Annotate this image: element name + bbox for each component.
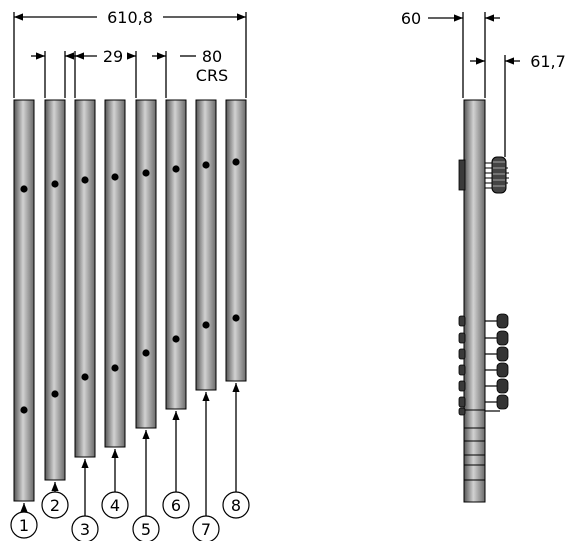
tube-1 <box>13 99 35 502</box>
balloons: 1 2 3 4 5 6 7 8 <box>10 383 250 543</box>
balloon-3-label: 3 <box>80 520 90 539</box>
side-thickness-dimension: 60 <box>401 9 500 98</box>
balloon-7-label: 7 <box>201 520 211 539</box>
spacing-dimension: 80 CRS <box>152 47 228 98</box>
balloon-2-label: 2 <box>50 496 60 515</box>
tube-4 <box>104 99 126 448</box>
balloon-1-label: 1 <box>19 516 29 535</box>
tube-width-dimension <box>31 51 79 98</box>
spacing-value-label: 80 <box>202 47 222 66</box>
balloon-6-label: 6 <box>171 496 181 515</box>
upper-fastener-cluster <box>458 156 509 194</box>
front-view: 610,8 29 80 CRS 1 <box>10 8 250 543</box>
balloon-4-label: 4 <box>110 496 120 515</box>
gap-dimension: 29 <box>74 47 137 98</box>
tube-6 <box>165 99 187 410</box>
balloon-8-label: 8 <box>231 496 241 515</box>
balloon-5-label: 5 <box>141 520 151 539</box>
side-view: 60 61,7 <box>401 9 566 503</box>
side-tube-joints <box>464 409 485 481</box>
balloon-6 <box>162 491 190 519</box>
overall-width-label: 610,8 <box>107 8 153 27</box>
balloon-1 <box>10 511 38 539</box>
balloon-4 <box>101 491 129 519</box>
balloon-8 <box>222 491 250 519</box>
side-thickness-label: 60 <box>401 9 421 28</box>
balloon-2 <box>41 491 69 519</box>
tube-5 <box>135 99 157 429</box>
tube-8 <box>225 99 247 382</box>
tube-3 <box>74 99 96 458</box>
tube-2 <box>44 99 66 481</box>
spacing-unit-label: CRS <box>196 66 228 85</box>
side-offset-dimension: 61,7 <box>470 52 566 157</box>
lower-fastener-cluster <box>458 313 509 416</box>
gap-label: 29 <box>103 47 123 66</box>
side-offset-label: 61,7 <box>530 52 566 71</box>
overall-width-dimension: 610,8 <box>13 8 247 98</box>
tube-holes <box>20 158 240 414</box>
side-tube <box>463 99 486 503</box>
tube-7 <box>195 99 217 391</box>
